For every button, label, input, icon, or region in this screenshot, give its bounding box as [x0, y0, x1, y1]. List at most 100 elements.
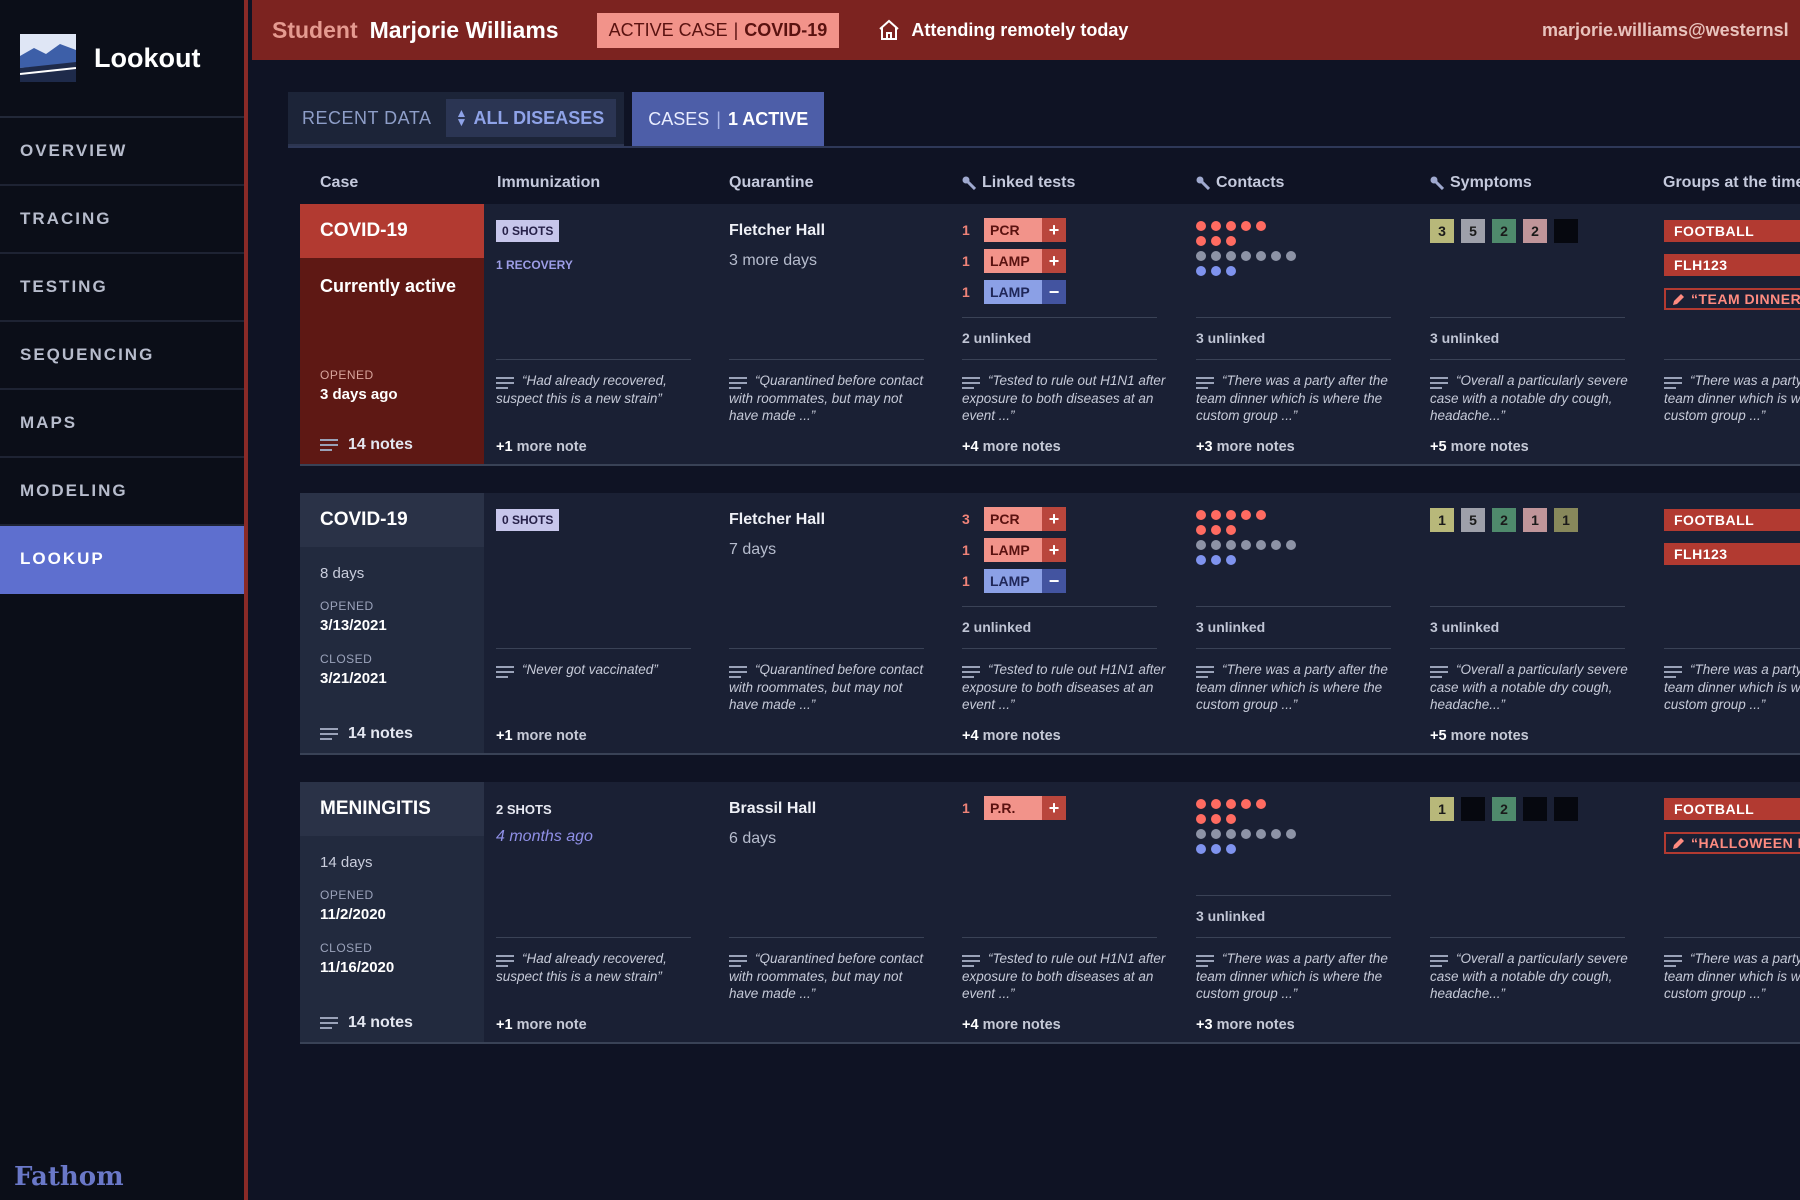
more-notes-link[interactable]: +5 more notes — [1430, 439, 1529, 455]
tab-recent-data[interactable]: RECENT DATA ▲ ▼ ALL DISEASES — [288, 92, 625, 146]
nav-item-maps[interactable]: MAPS — [0, 390, 244, 458]
case-summary[interactable]: MENINGITIS 14 days OPENED 11/2/2020 CLOS… — [300, 782, 484, 1042]
immunization-cell[interactable]: 0 SHOTS 1 RECOVERY “Had already recovere… — [484, 204, 717, 464]
test-row[interactable]: 1 LAMP − — [962, 279, 1066, 305]
contact-dot[interactable] — [1211, 843, 1221, 854]
more-notes-link[interactable]: +5 more notes — [1430, 728, 1529, 744]
groups-cell[interactable]: FOOTBALL “HALLOWEEN P “There was a party… — [1664, 782, 1800, 1042]
note[interactable]: “There was a party after the team dinner… — [1664, 661, 1800, 714]
group-tag[interactable]: FOOTBALL — [1664, 220, 1800, 242]
note[interactable]: “There was a party after the team dinner… — [1664, 950, 1800, 1003]
more-notes-link[interactable]: +4 more notes — [962, 439, 1061, 455]
case-row[interactable]: COVID-19 Currently active OPENED 3 days … — [300, 204, 1800, 466]
more-notes-link[interactable]: +3 more notes — [1196, 1017, 1295, 1033]
contact-dots[interactable] — [1196, 796, 1301, 856]
more-notes-link[interactable]: +3 more notes — [1196, 439, 1295, 455]
contact-dot[interactable] — [1256, 250, 1266, 261]
note[interactable]: “Quarantined before contact with roommat… — [729, 661, 924, 714]
unlinked-count[interactable]: 3 unlinked — [1196, 908, 1266, 924]
contact-dot[interactable] — [1286, 828, 1296, 839]
contact-dot[interactable] — [1196, 813, 1206, 824]
nav-item-overview[interactable]: OVERVIEW — [0, 118, 244, 186]
contact-dot[interactable] — [1211, 828, 1221, 839]
contact-dot[interactable] — [1241, 250, 1251, 261]
nav-item-testing[interactable]: TESTING — [0, 254, 244, 322]
test-row[interactable]: 1 LAMP − — [962, 568, 1066, 594]
contact-dot[interactable] — [1226, 813, 1236, 824]
contact-dot[interactable] — [1211, 220, 1221, 231]
contact-dot[interactable] — [1196, 554, 1206, 565]
note[interactable]: “Had already recovered, suspect this is … — [496, 372, 701, 407]
unlinked-count[interactable]: 3 unlinked — [1196, 330, 1266, 346]
active-case-badge[interactable]: ACTIVE CASE | COVID-19 — [596, 12, 840, 48]
more-notes-link[interactable]: +1 more note — [496, 439, 587, 455]
group-tag[interactable]: FLH123 — [1664, 543, 1800, 565]
tab-cases[interactable]: CASES | 1 ACTIVE — [632, 92, 825, 146]
contact-dot[interactable] — [1226, 509, 1236, 520]
linked-tests-cell[interactable]: 1 P.R. + “Tested to rule out H1N1 after ex… — [962, 782, 1184, 1042]
immunization-cell[interactable]: 2 SHOTS 4 months ago “Had already recove… — [484, 782, 717, 1042]
quarantine-cell[interactable]: Fletcher Hall 7 days “Quarantined before… — [729, 493, 949, 753]
case-notes-link[interactable]: 14 notes — [320, 436, 413, 454]
user-email[interactable]: marjorie.williams@westernsl — [1542, 19, 1789, 40]
symptoms-cell[interactable]: 3 5 2 2 3 unlinked “Overall a particular… — [1430, 204, 1652, 464]
more-notes-link[interactable]: +1 more note — [496, 728, 587, 744]
brand[interactable]: Lookout — [0, 0, 244, 118]
symptoms-cell[interactable]: 1 2 “Overall a particularly severe case … — [1430, 782, 1652, 1042]
contact-dot[interactable] — [1226, 554, 1236, 565]
note[interactable]: “Tested to rule out H1N1 after exposure … — [962, 372, 1167, 425]
custom-group-tag[interactable]: “HALLOWEEN P — [1664, 832, 1800, 854]
nav-item-lookup[interactable]: LOOKUP — [0, 526, 244, 594]
contact-dot[interactable] — [1241, 539, 1251, 550]
symptom-squares[interactable]: 3 5 2 2 — [1430, 219, 1585, 243]
note[interactable]: “Overall a particularly severe case with… — [1430, 661, 1635, 714]
disease-filter-select[interactable]: ▲ ▼ ALL DISEASES — [445, 99, 617, 137]
contact-dot[interactable] — [1241, 798, 1251, 809]
more-notes-link[interactable]: +4 more notes — [962, 728, 1061, 744]
contact-dot[interactable] — [1196, 265, 1206, 276]
groups-cell[interactable]: FOOTBALL FLH123 “TEAM DINNER “There was … — [1664, 204, 1800, 464]
symptom-squares[interactable]: 1 2 — [1430, 797, 1585, 821]
note[interactable]: “There was a party after the team dinner… — [1664, 372, 1800, 425]
groups-cell[interactable]: FOOTBALL FLH123 “There was a party after… — [1664, 493, 1800, 753]
contact-dot[interactable] — [1241, 828, 1251, 839]
col-header-linked-tests[interactable]: Linked tests — [962, 174, 1075, 192]
unlinked-count[interactable]: 2 unlinked — [962, 330, 1032, 346]
case-notes-link[interactable]: 14 notes — [320, 725, 413, 743]
contact-dot[interactable] — [1226, 524, 1236, 535]
contact-dot[interactable] — [1196, 235, 1206, 246]
test-row[interactable]: 1 P.R. + — [962, 795, 1066, 821]
contact-dot[interactable] — [1196, 509, 1206, 520]
contact-dot[interactable] — [1211, 524, 1221, 535]
contact-dot[interactable] — [1211, 554, 1221, 565]
contact-dot[interactable] — [1286, 539, 1296, 550]
contacts-cell[interactable]: 3 unlinked “There was a party after the … — [1196, 493, 1418, 753]
contact-dot[interactable] — [1211, 509, 1221, 520]
case-row[interactable]: MENINGITIS 14 days OPENED 11/2/2020 CLOS… — [300, 782, 1800, 1044]
unlinked-count[interactable]: 3 unlinked — [1430, 619, 1500, 635]
contact-dot[interactable] — [1271, 539, 1281, 550]
nav-item-sequencing[interactable]: SEQUENCING — [0, 322, 244, 390]
case-notes-link[interactable]: 14 notes — [320, 1014, 413, 1032]
contact-dot[interactable] — [1196, 220, 1206, 231]
contact-dot[interactable] — [1241, 220, 1251, 231]
linked-tests-cell[interactable]: 1 PCR + 1 LAMP + 1 LAMP − 2 unlinked “Tested t… — [962, 204, 1184, 464]
linked-tests-cell[interactable]: 3 PCR + 1 LAMP + 1 LAMP − 2 unlinked “Tested t… — [962, 493, 1184, 753]
more-notes-link[interactable]: +1 more note — [496, 1017, 587, 1033]
contact-dot[interactable] — [1241, 509, 1251, 520]
symptoms-cell[interactable]: 1 5 2 1 1 3 unlinked “Overall a particul… — [1430, 493, 1652, 753]
note[interactable]: “Quarantined before contact with roommat… — [729, 950, 924, 1003]
unlinked-count[interactable]: 3 unlinked — [1196, 619, 1266, 635]
note[interactable]: “There was a party after the team dinner… — [1196, 950, 1401, 1003]
contact-dots[interactable] — [1196, 218, 1301, 278]
unlinked-count[interactable]: 2 unlinked — [962, 619, 1032, 635]
contacts-cell[interactable]: 3 unlinked “There was a party after the … — [1196, 782, 1418, 1042]
contact-dot[interactable] — [1256, 509, 1266, 520]
col-header-symptoms[interactable]: Symptoms — [1430, 174, 1532, 192]
note[interactable]: “Quarantined before contact with roommat… — [729, 372, 924, 425]
contact-dot[interactable] — [1271, 828, 1281, 839]
contact-dot[interactable] — [1211, 813, 1221, 824]
contact-dot[interactable] — [1256, 539, 1266, 550]
contact-dot[interactable] — [1196, 798, 1206, 809]
contact-dot[interactable] — [1196, 250, 1206, 261]
